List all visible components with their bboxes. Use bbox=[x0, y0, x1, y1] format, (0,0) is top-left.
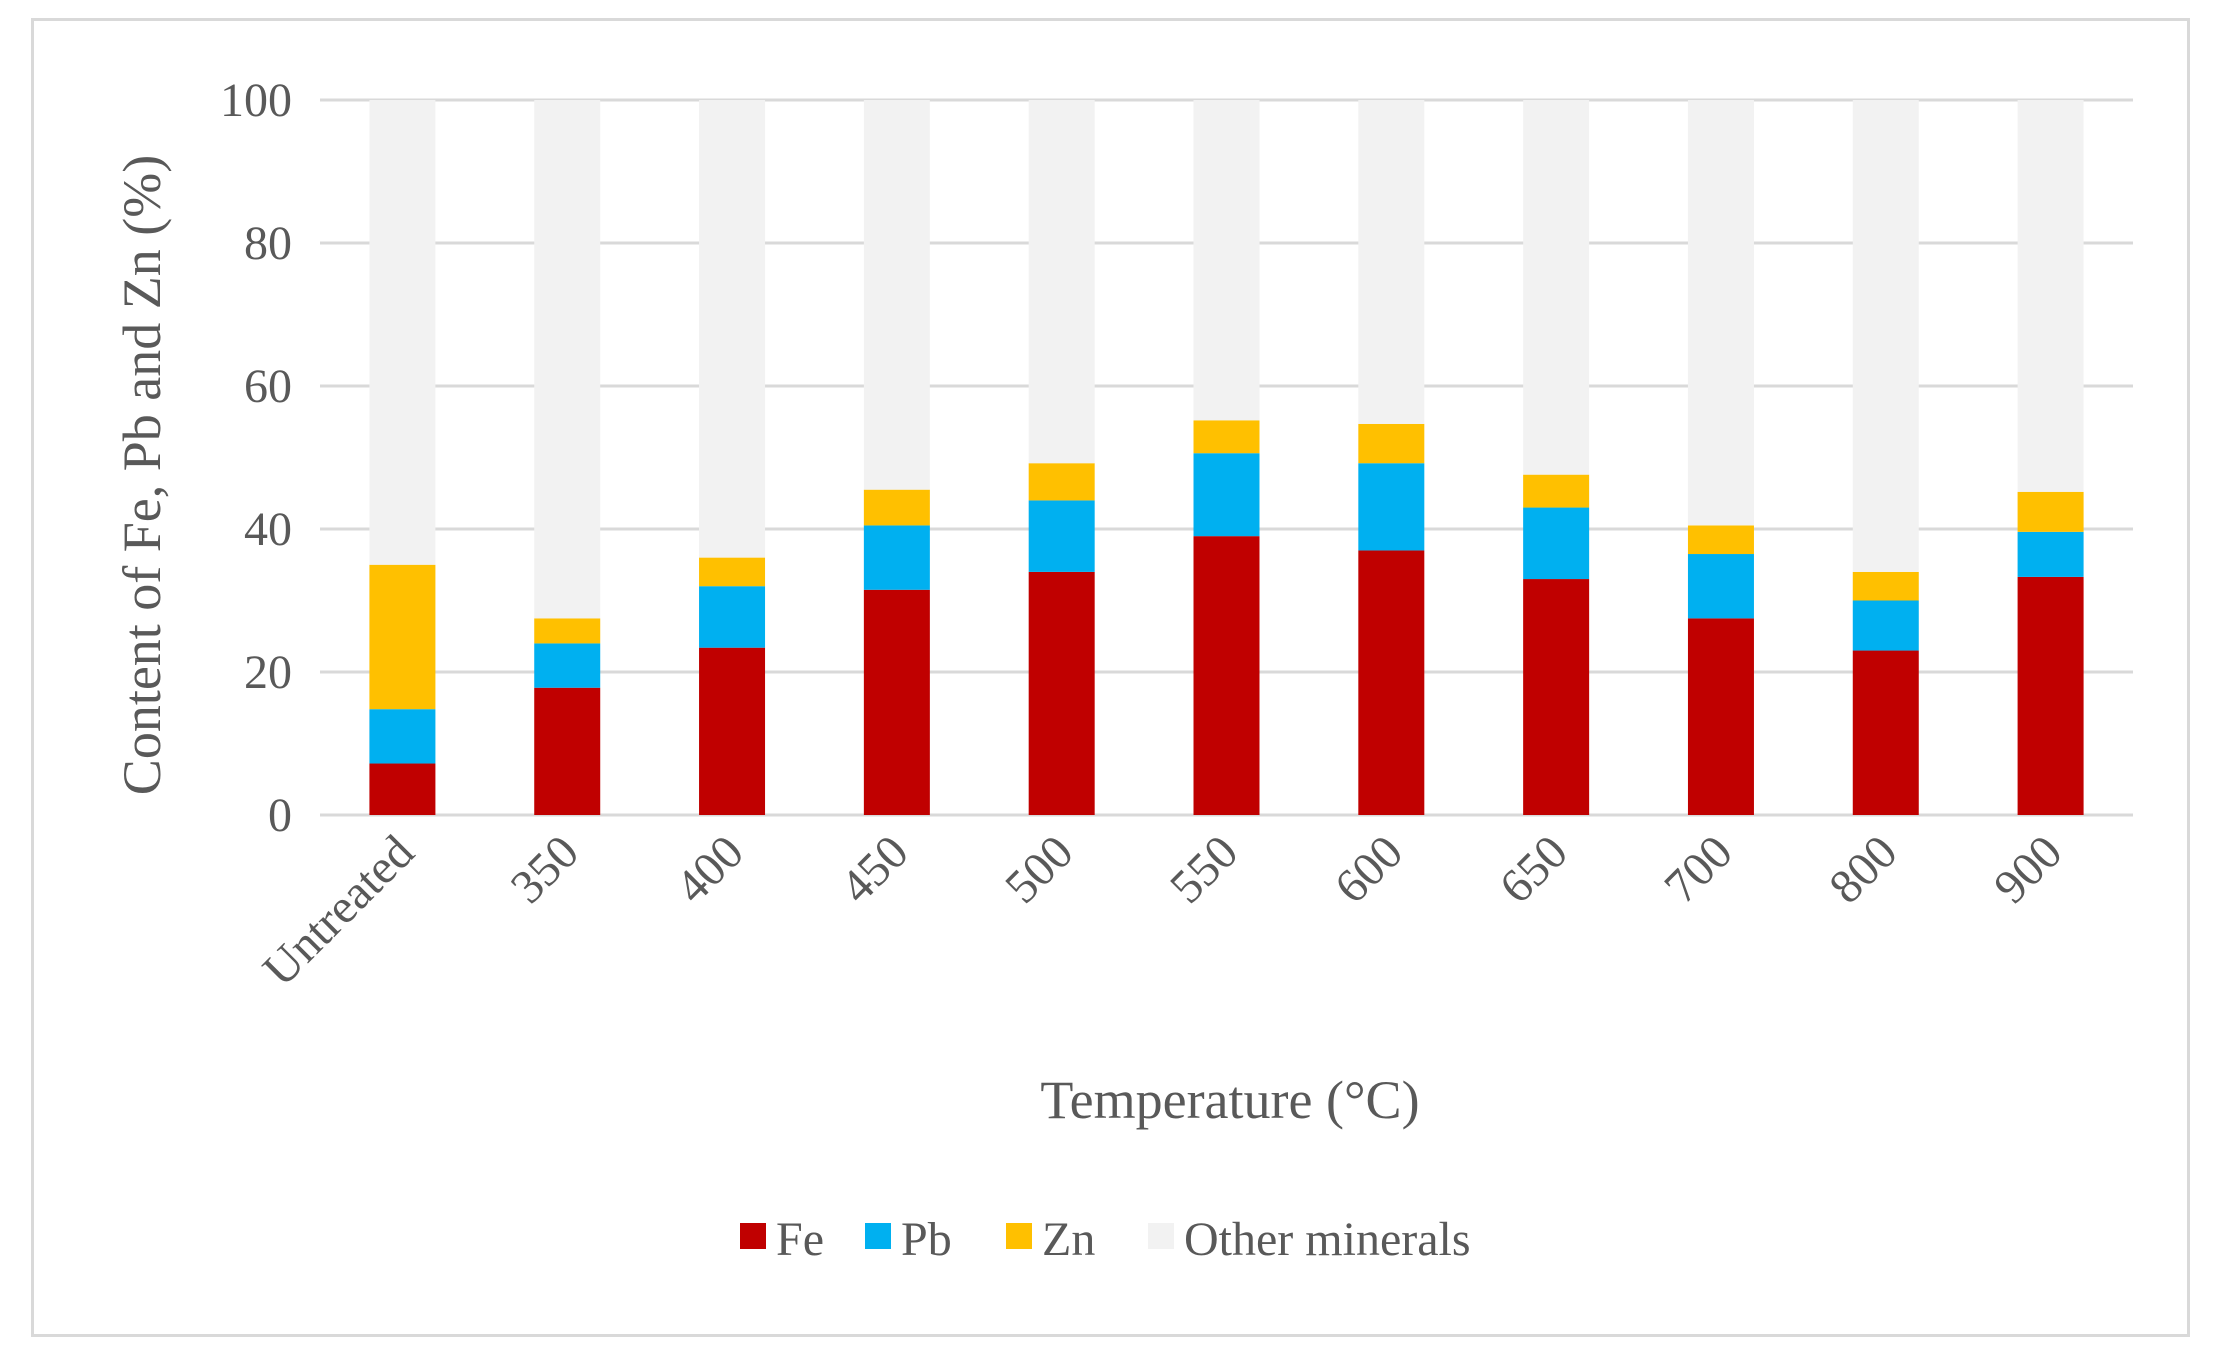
legend-item-pb: Pb bbox=[865, 1213, 952, 1266]
bar-segment-other-minerals bbox=[2017, 100, 2084, 492]
y-tick-label: 0 bbox=[268, 789, 292, 842]
legend-label: Fe bbox=[776, 1213, 824, 1266]
x-tick-label: 600 bbox=[1325, 825, 1413, 913]
x-tick-label: 800 bbox=[1819, 825, 1907, 913]
bar-segment-fe bbox=[1028, 571, 1095, 815]
bar-segment-pb bbox=[1687, 554, 1754, 619]
bar-segment-fe bbox=[1358, 550, 1425, 815]
bar-segment-fe bbox=[1687, 618, 1754, 815]
bar-segment-pb bbox=[369, 709, 436, 764]
y-tick-label: 40 bbox=[244, 503, 292, 556]
bar-segment-fe bbox=[1852, 650, 1919, 815]
bar-segment-fe bbox=[699, 647, 766, 815]
y-tick-label: 20 bbox=[244, 646, 292, 699]
bar-segment-zn bbox=[1687, 525, 1754, 555]
bar-segment-pb bbox=[2017, 531, 2084, 577]
bar-segment-other-minerals bbox=[1028, 100, 1095, 464]
legend-swatch bbox=[1148, 1223, 1174, 1249]
bar-segment-other-minerals bbox=[863, 100, 930, 490]
y-tick-labels: 0 20 40 60 80 100 bbox=[220, 74, 292, 842]
bar-segment-zn bbox=[2017, 491, 2084, 532]
bar-segment-other-minerals bbox=[1852, 100, 1919, 572]
bar-segment-zn bbox=[1193, 420, 1260, 454]
bar-segment-other-minerals bbox=[369, 100, 436, 565]
x-tick-label: 900 bbox=[1984, 825, 2072, 913]
legend-label: Pb bbox=[901, 1213, 952, 1266]
bar-segment-pb bbox=[863, 525, 930, 590]
bar-segment-fe bbox=[2017, 576, 2084, 815]
bar-segment-other-minerals bbox=[699, 100, 766, 558]
bar-segment-other-minerals bbox=[1193, 100, 1260, 421]
x-tick-label: 650 bbox=[1490, 825, 1578, 913]
x-tick-label: 500 bbox=[995, 825, 1083, 913]
bar-segment-zn bbox=[1852, 571, 1919, 601]
legend-item-zn: Zn bbox=[1006, 1213, 1095, 1266]
x-tick-label: Untreated bbox=[253, 825, 424, 996]
bar-segment-pb bbox=[1523, 507, 1590, 580]
x-axis-title: Temperature (°C) bbox=[1040, 1070, 1419, 1130]
legend-label: Other minerals bbox=[1184, 1213, 1471, 1266]
bar-segment-pb bbox=[1852, 600, 1919, 651]
bar-segment-other-minerals bbox=[534, 100, 601, 619]
bar-segment-zn bbox=[1358, 423, 1425, 464]
legend-swatch bbox=[1006, 1223, 1032, 1249]
y-axis-title: Content of Fe, Pb and Zn (%) bbox=[112, 155, 172, 795]
bar-segment-fe bbox=[1193, 536, 1260, 815]
x-tick-label: 450 bbox=[830, 825, 918, 913]
bar-segment-pb bbox=[699, 586, 766, 648]
bar-segment-other-minerals bbox=[1523, 100, 1590, 475]
bar-segment-pb bbox=[1358, 463, 1425, 551]
bar-segment-zn bbox=[534, 618, 601, 644]
legend-item-other-minerals: Other minerals bbox=[1148, 1213, 1471, 1266]
bar-segment-pb bbox=[1193, 453, 1260, 537]
legend-item-fe: Fe bbox=[740, 1213, 824, 1266]
legend: Fe Pb Zn Other minerals bbox=[740, 1213, 1471, 1266]
bar-segment-zn bbox=[863, 489, 930, 526]
bars bbox=[369, 100, 2084, 815]
y-tick-label: 100 bbox=[220, 74, 292, 127]
bar-segment-zn bbox=[699, 557, 766, 587]
bar-segment-pb bbox=[534, 643, 601, 688]
y-tick-label: 60 bbox=[244, 360, 292, 413]
y-tick-label: 80 bbox=[244, 217, 292, 270]
bar-segment-fe bbox=[863, 589, 930, 815]
bar-segment-fe bbox=[534, 687, 601, 815]
bar-segment-zn bbox=[369, 564, 436, 710]
bar-segment-other-minerals bbox=[1687, 100, 1754, 526]
x-tick-label: 350 bbox=[501, 825, 589, 913]
bar-segment-zn bbox=[1028, 463, 1095, 501]
bar-segment-other-minerals bbox=[1358, 100, 1425, 424]
bar-segment-fe bbox=[369, 763, 436, 815]
bar-segment-fe bbox=[1523, 579, 1590, 815]
legend-swatch bbox=[865, 1223, 891, 1249]
x-tick-label: 700 bbox=[1654, 825, 1742, 913]
x-tick-labels: Untreated 350 400 450 500 550 600 650 700 800 900 bbox=[253, 825, 2072, 996]
bar-segment-zn bbox=[1523, 474, 1590, 508]
x-tick-label: 550 bbox=[1160, 825, 1248, 913]
legend-label: Zn bbox=[1042, 1213, 1095, 1266]
x-tick-label: 400 bbox=[665, 825, 753, 913]
bar-segment-pb bbox=[1028, 500, 1095, 572]
legend-swatch bbox=[740, 1223, 766, 1249]
